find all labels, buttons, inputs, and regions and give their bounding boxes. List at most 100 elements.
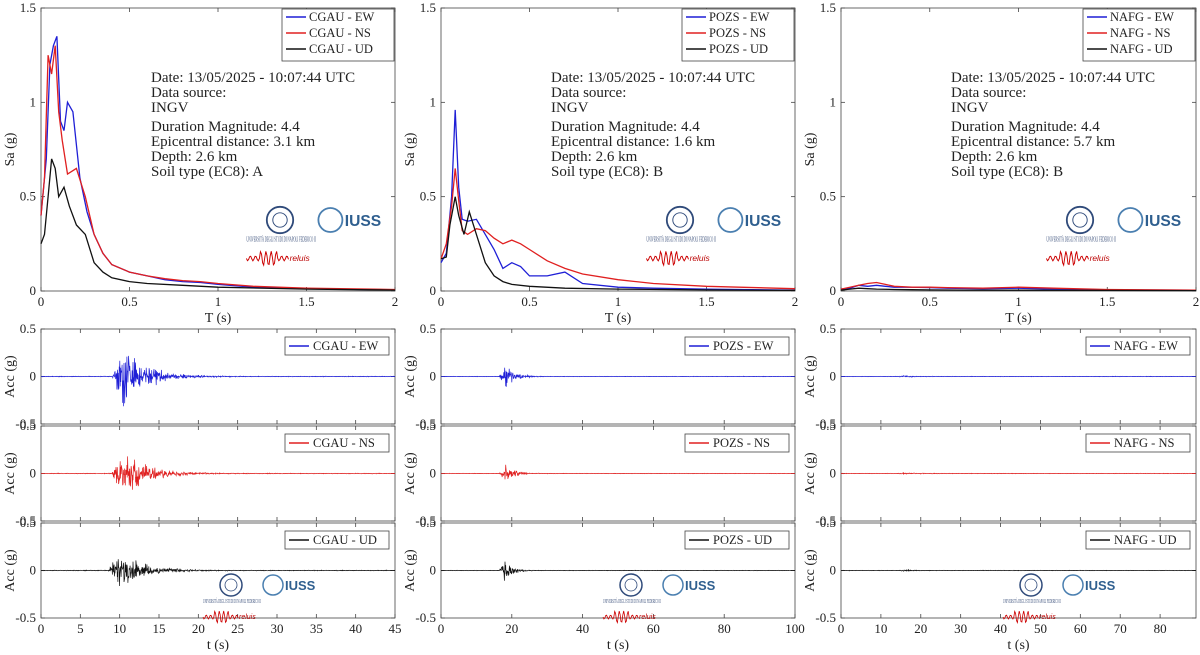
accel-ylabel: Acc (g) (803, 549, 818, 592)
spectra-0-logos: UNIVERSITÀ DEGLI STUDI DI NAPOLI FEDERIC… (245, 205, 381, 267)
info-depth: Depth: 2.6 km (951, 149, 1038, 165)
legend-label-ew: POZS - EW (709, 10, 770, 24)
accel-1-0-ytick-label-1: 0 (430, 369, 437, 384)
spectra-series-ns (440, 168, 796, 290)
accel-trace-ew (40, 355, 396, 407)
info-depth: Depth: 2.6 km (551, 149, 638, 165)
reluis-wave-icon (1002, 610, 1039, 625)
reluis-wave-icon (202, 610, 239, 625)
info-magnitude: Duration Magnitude: 4.4 (551, 119, 700, 135)
accel-2-1-ytick-label-1: 0 (830, 466, 837, 481)
accel-1-1-ytick-label-0: -0.5 (415, 513, 436, 528)
info-distance: Epicentral distance: 3.1 km (151, 134, 315, 150)
station-pozs: 00.511.50 0.5 1 1.5 2T (s)Sa (g)POZS - EWPOZ… (403, 0, 805, 653)
university-logo-text: UNIVERSITÀ DEGLI STUDI DI NAPOLI FEDERIC… (1003, 597, 1061, 605)
spectra-0-ytick-label-3: 1.5 (20, 0, 36, 15)
accel-0-0-ytick-label-1: 0 (30, 369, 37, 384)
accel-legend-label: CGAU - NS (313, 436, 375, 450)
reluis-logo-text: reluis (639, 614, 656, 621)
university-logo-text: UNIVERSITÀ DEGLI STUDI DI NAPOLI FEDERIC… (203, 597, 261, 605)
legend-label-ud: CGAU - UD (309, 42, 373, 56)
station-nafg: 00.511.50 0.5 1 1.5 2T (s)Sa (g)NAFG - EWNAF… (803, 0, 1199, 653)
accel-legend-box (284, 336, 390, 356)
legend-label-ew: CGAU - EW (309, 10, 374, 24)
accel-ylabel: Acc (g) (3, 549, 18, 592)
accel-2-logos: UNIVERSITÀ DEGLI STUDI DI NAPOLI FEDERIC… (1002, 573, 1116, 625)
spectra-series-ns (40, 45, 396, 291)
accel-legend-label: NAFG - UD (1114, 533, 1177, 547)
accel-trace-ud (840, 568, 1197, 572)
legend-label-ns: CGAU - NS (309, 26, 371, 40)
accel-2-2-xtick-label-1: 10 (874, 621, 887, 636)
accel-0-2-xtick-label-0: 0 (38, 621, 45, 636)
accel-2-1-ytick-label-0: -0.5 (815, 513, 836, 528)
accel-1-0-ytick-label-2: 0.5 (420, 321, 436, 336)
spectra-0-xtick-label-3: 1.5 (298, 294, 314, 309)
iuss-logo-text: IUSS (345, 213, 381, 230)
spectra-2-ytick-label-3: 1.5 (820, 0, 836, 15)
university-logo-text: UNIVERSITÀ DEGLI STUDI DI NAPOLI FEDERIC… (246, 234, 316, 244)
iuss-logo-text: IUSS (1145, 213, 1181, 230)
accel-1-2-ytick-label-0: -0.5 (415, 610, 436, 625)
university-logo-text: UNIVERSITÀ DEGLI STUDI DI NAPOLI FEDERIC… (1046, 234, 1116, 244)
reluis-logo-text: reluis (690, 253, 711, 263)
spectra-2-logos: UNIVERSITÀ DEGLI STUDI DI NAPOLI FEDERIC… (1045, 205, 1181, 267)
accel-0-2-xtick-label-8: 40 (349, 621, 362, 636)
spectra-ylabel: Sa (g) (3, 132, 18, 166)
accel-legend-label: NAFG - EW (1114, 339, 1178, 353)
legend-label-ns: POZS - NS (709, 26, 766, 40)
accel-legend-box (284, 433, 390, 453)
spectra-0-ytick-label-2: 1 (30, 94, 37, 109)
accel-trace-ns (840, 472, 1197, 475)
accel-legend-label: POZS - NS (713, 436, 770, 450)
spectra-legend: CGAU - EW CGAU - NS CGAU - UD (281, 8, 395, 62)
spectra-xlabel: T (s) (605, 311, 632, 326)
accel-plot-ew: -0.5 0 0.5 Acc (g) CGAU - EW (3, 321, 396, 431)
info-depth: Depth: 2.6 km (151, 149, 238, 165)
spectra-0-xtick-label-4: 2 (392, 294, 399, 309)
accel-0-1-ytick-label-0: -0.5 (15, 513, 36, 528)
spectra-ylabel: Sa (g) (403, 132, 418, 166)
spectra-1-logos: UNIVERSITÀ DEGLI STUDI DI NAPOLI FEDERIC… (645, 205, 781, 267)
accel-0-2-ytick-label-2: 0.5 (20, 515, 36, 530)
info-source: INGV (951, 100, 989, 116)
accel-legend-box (684, 433, 790, 453)
university-logo-text: UNIVERSITÀ DEGLI STUDI DI NAPOLI FEDERIC… (603, 597, 661, 605)
accel-ylabel: Acc (g) (3, 355, 18, 398)
university-seal-icon (1019, 573, 1043, 597)
spectra-2-xtick-label-1: 0.5 (922, 294, 938, 309)
accel-1-2-ytick-label-1: 0 (430, 563, 437, 578)
spectra-ylabel: Sa (g) (803, 132, 818, 166)
iuss-logo-text: IUSS (685, 578, 716, 593)
accel-2-2-xtick-label-7: 70 (1114, 621, 1127, 636)
accel-legend-box (284, 530, 390, 550)
accel-2-2-ytick-label-0: -0.5 (815, 610, 836, 625)
reluis-logo-text: reluis (1090, 253, 1111, 263)
reluis-wave-icon (602, 610, 639, 625)
accel-0-0-ytick-label-0: -0.5 (15, 416, 36, 431)
accel-0-2-xtick-label-4: 20 (192, 621, 205, 636)
info-source-label: Data source: (151, 85, 226, 101)
spectra-series-ud (440, 196, 796, 292)
accel-0-2-ytick-label-1: 0 (30, 563, 37, 578)
accel-2-0-ytick-label-1: 0 (830, 369, 837, 384)
accel-plot-ew: -0.5 0 0.5 Acc (g) POZS - EW (403, 321, 796, 431)
accel-0-2-xtick-label-1: 5 (77, 621, 84, 636)
accel-legend-box (684, 336, 790, 356)
spectra-1-xtick-label-3: 1.5 (698, 294, 714, 309)
accel-ylabel: Acc (g) (803, 355, 818, 398)
accel-legend-label: CGAU - UD (313, 533, 377, 547)
accel-trace-ew (440, 367, 796, 387)
iuss-seal-icon (1117, 207, 1144, 233)
iuss-seal-icon (317, 207, 344, 233)
accel-1-2-xtick-label-0: 0 (438, 621, 445, 636)
accel-2-2-xtick-label-3: 30 (954, 621, 967, 636)
accel-plot-ns: -0.5 0 0.5 Acc (g) NAFG - NS (803, 418, 1197, 528)
accel-ylabel: Acc (g) (403, 452, 418, 495)
spectra-legend: NAFG - EW NAFG - NS NAFG - UD (1082, 8, 1196, 62)
